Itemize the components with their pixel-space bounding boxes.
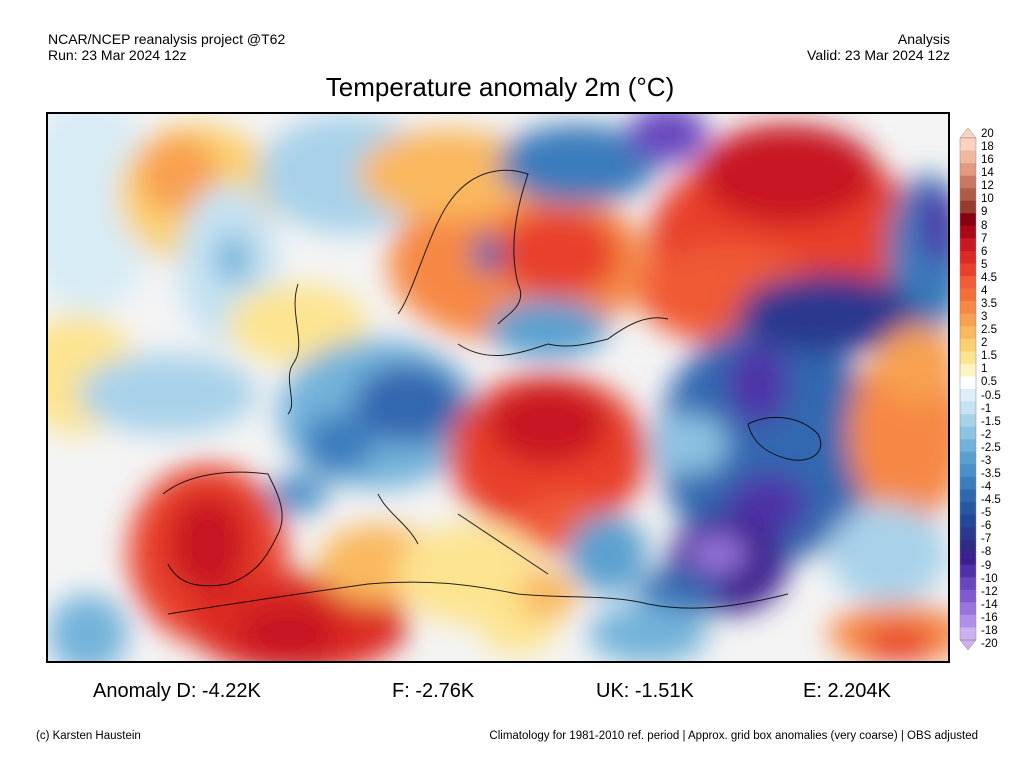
colorbar-swatch <box>960 363 976 377</box>
colorbar-label: 12 <box>981 180 994 193</box>
colorbar-label: 1.5 <box>981 350 997 363</box>
colorbar-swatch <box>960 476 976 490</box>
colorbar-label: 2 <box>981 337 988 350</box>
colorbar-swatch <box>960 401 976 415</box>
colorbar-label: 2.5 <box>981 324 997 337</box>
colorbar-swatch <box>960 313 976 327</box>
colorbar-swatch <box>960 376 976 390</box>
colorbar-swatch <box>960 589 976 603</box>
climatology-note: Climatology for 1981-2010 ref. period | … <box>489 730 978 742</box>
colorbar-swatch <box>960 439 976 453</box>
colorbar-label: 14 <box>981 167 994 180</box>
colorbar-swatch <box>960 552 976 565</box>
colorbar <box>959 128 977 650</box>
colorbar-swatch <box>960 163 976 176</box>
anomaly-uk: UK: -1.51K <box>596 680 694 702</box>
colorbar-label: -3 <box>981 454 992 467</box>
anomaly-d: Anomaly D: -4.22K <box>93 680 261 702</box>
colorbar-swatch <box>960 539 976 553</box>
colorbar-label: -6 <box>981 520 992 533</box>
colorbar-swatch <box>960 138 976 151</box>
colorbar-max-arrow <box>959 128 977 139</box>
colorbar-label: -20 <box>981 638 998 650</box>
colorbar-swatch <box>960 250 976 264</box>
colorbar-label: 4 <box>981 284 988 297</box>
colorbar-swatch <box>960 414 976 427</box>
colorbar-label: -1 <box>981 402 992 415</box>
colorbar-label: -4.5 <box>981 494 1001 507</box>
colorbar-label: -10 <box>981 572 998 585</box>
anomaly-e: E: 2.204K <box>803 680 891 702</box>
colorbar-swatch <box>960 514 976 528</box>
colorbar-swatch <box>960 225 976 239</box>
anomaly-map <box>46 112 950 663</box>
colorbar-label: 18 <box>981 141 994 154</box>
anomaly-field <box>48 114 948 661</box>
colorbar-swatch <box>960 150 976 164</box>
colorbar-label: -14 <box>981 598 998 611</box>
valid-label: Valid: 23 Mar 2024 12z <box>807 47 950 63</box>
colorbar-swatch <box>960 489 976 503</box>
colorbar-label: -0.5 <box>981 389 1001 402</box>
colorbar-label: 6 <box>981 245 988 258</box>
colorbar-swatch <box>960 527 976 540</box>
colorbar-swatch <box>960 200 976 214</box>
colorbar-swatch <box>960 351 976 365</box>
colorbar-label: 1 <box>981 363 988 376</box>
colorbar-swatch <box>960 464 976 478</box>
colorbar-label: -18 <box>981 624 998 637</box>
colorbar-swatch <box>960 238 976 252</box>
colorbar-label: -9 <box>981 559 992 572</box>
colorbar-label: -7 <box>981 533 992 546</box>
colorbar-label: 5 <box>981 258 988 271</box>
colorbar-label: -16 <box>981 611 998 624</box>
colorbar-swatch <box>960 602 976 616</box>
colorbar-label: -2 <box>981 428 992 441</box>
colorbar-swatch <box>960 501 976 515</box>
colorbar-swatch <box>960 564 976 578</box>
run-label: Run: 23 Mar 2024 12z <box>48 47 187 63</box>
colorbar-swatch <box>960 276 976 289</box>
colorbar-label: -2.5 <box>981 441 1001 454</box>
model-label: NCAR/NCEP reanalysis project @T62 <box>48 31 286 47</box>
colorbar-swatch <box>960 288 976 302</box>
colorbar-swatch <box>960 426 976 440</box>
colorbar-label: 3 <box>981 311 988 324</box>
anomaly-f: F: -2.76K <box>392 680 475 702</box>
colorbar-swatch <box>960 451 976 465</box>
analysis-label: Analysis <box>897 31 950 47</box>
colorbar-label: 3.5 <box>981 298 997 310</box>
colorbar-swatch <box>960 614 976 628</box>
colorbar-label: 7 <box>981 232 988 245</box>
header-right: Analysis Valid: 23 Mar 2024 12z <box>807 31 950 63</box>
map-title: Temperature anomaly 2m (°C) <box>325 72 675 102</box>
colorbar-label: 16 <box>981 154 994 167</box>
colorbar-swatch <box>960 188 976 202</box>
colorbar-swatch <box>960 213 976 227</box>
colorbar-label: 8 <box>981 219 988 232</box>
colorbar-label: 20 <box>981 128 994 140</box>
colorbar-swatch <box>960 263 976 277</box>
colorbar-swatch <box>960 338 976 352</box>
colorbar-label: 0.5 <box>981 376 997 389</box>
colorbar-label: 10 <box>981 193 994 206</box>
colorbar-label: -5 <box>981 507 992 520</box>
colorbar-swatch <box>960 389 976 402</box>
colorbar-swatch <box>960 301 976 314</box>
colorbar-label: -1.5 <box>981 415 1001 428</box>
header-left: NCAR/NCEP reanalysis project @T62 Run: 2… <box>48 31 285 63</box>
colorbar-min-arrow <box>959 639 977 650</box>
colorbar-label: 9 <box>981 206 988 219</box>
colorbar-swatch <box>960 175 976 189</box>
copyright: (c) Karsten Haustein <box>36 730 141 742</box>
colorbar-label: -4 <box>981 481 992 494</box>
colorbar-label: 4.5 <box>981 271 997 284</box>
colorbar-swatch <box>960 627 976 641</box>
colorbar-label: -3.5 <box>981 468 1001 480</box>
colorbar-label: -8 <box>981 546 992 559</box>
colorbar-swatch <box>960 326 976 340</box>
colorbar-label: -12 <box>981 585 998 598</box>
colorbar-swatch <box>960 577 976 591</box>
